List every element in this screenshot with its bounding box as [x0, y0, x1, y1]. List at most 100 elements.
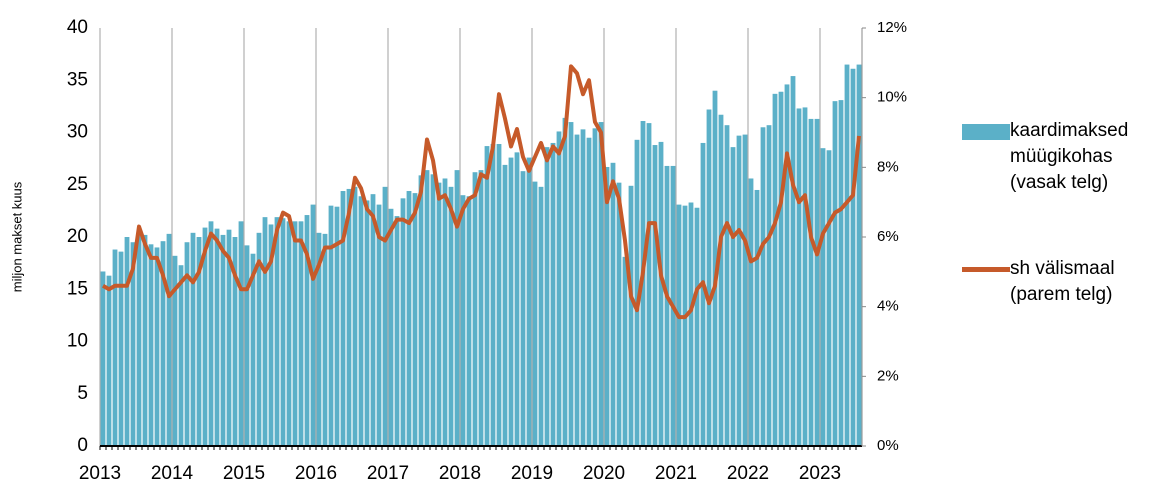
bar	[220, 234, 226, 446]
bar	[118, 251, 124, 446]
bar	[832, 101, 838, 447]
bar	[802, 107, 808, 447]
y2-tick-label: 12%	[877, 19, 907, 36]
bar	[742, 134, 748, 446]
y2-tick-label: 6%	[877, 228, 899, 245]
bar	[406, 191, 412, 446]
bar	[160, 241, 166, 446]
y2-tick-label: 4%	[877, 298, 899, 315]
bar	[856, 64, 862, 446]
bar	[214, 228, 220, 446]
bar	[544, 147, 550, 446]
bar	[376, 204, 382, 446]
bar	[322, 233, 328, 446]
bar	[778, 91, 784, 447]
bar	[388, 208, 394, 446]
bar	[766, 125, 772, 446]
bar	[226, 229, 232, 446]
bar	[316, 232, 322, 446]
bar	[616, 182, 622, 446]
legend-item: kaardimaksed müügikohas (vasak telg)	[962, 118, 1145, 196]
bar	[340, 191, 346, 446]
bar	[196, 237, 202, 446]
bar	[286, 221, 292, 446]
bar	[784, 84, 790, 447]
bar	[556, 131, 562, 446]
bar	[688, 202, 694, 446]
bar	[382, 186, 388, 446]
bar	[448, 186, 454, 446]
bar	[130, 242, 136, 446]
legend-label: kaardimaksed müügikohas (vasak telg)	[1010, 120, 1129, 193]
bar	[562, 117, 568, 447]
bar	[304, 215, 310, 446]
bar	[232, 237, 238, 446]
bar	[256, 232, 262, 446]
bar	[550, 142, 556, 446]
bar	[280, 218, 286, 446]
bar	[190, 232, 196, 446]
bar	[658, 141, 664, 446]
bar	[184, 242, 190, 446]
y-tick-label: 40	[67, 17, 88, 38]
bar	[490, 143, 496, 446]
y-tick-label: 25	[67, 174, 88, 195]
bar	[442, 178, 448, 447]
bar	[334, 206, 340, 446]
y-tick-label: 30	[67, 122, 88, 143]
bar	[706, 109, 712, 446]
bar	[424, 170, 430, 446]
x-tick-label: 2018	[439, 463, 481, 484]
line	[101, 64, 861, 320]
bar	[262, 217, 268, 446]
bar	[676, 204, 682, 446]
y-tick-label: 35	[67, 69, 88, 90]
y2-tick-label: 10%	[877, 89, 907, 106]
x-tick-label: 2016	[295, 463, 337, 484]
bar	[274, 217, 280, 446]
bar	[310, 204, 316, 446]
x-tick-label: 2015	[223, 463, 265, 484]
bar	[610, 162, 616, 446]
bar	[628, 185, 634, 447]
bar	[748, 178, 754, 447]
bar	[496, 143, 502, 446]
bar	[394, 216, 400, 446]
bar	[598, 122, 604, 447]
bar	[508, 157, 514, 446]
bar	[466, 196, 472, 446]
bar	[754, 189, 760, 446]
x-tick-label: 2023	[799, 463, 841, 484]
bar	[826, 150, 832, 446]
bar	[418, 175, 424, 446]
bar	[622, 256, 628, 446]
legend-label: sh välismaal (parem telg)	[1010, 258, 1115, 305]
bar	[460, 195, 466, 446]
bar	[172, 255, 178, 446]
y2-tick-label: 0%	[877, 437, 899, 454]
bar	[454, 170, 460, 446]
bar	[850, 68, 856, 446]
bar	[268, 224, 274, 446]
x-tick-label: 2020	[583, 463, 625, 484]
bar	[592, 128, 598, 446]
bar	[526, 157, 532, 446]
bar	[346, 188, 352, 446]
bar	[520, 171, 526, 447]
bar	[250, 253, 256, 446]
bar	[364, 200, 370, 446]
bar	[838, 100, 844, 446]
bar	[112, 249, 118, 446]
bar	[652, 145, 658, 447]
bar	[718, 114, 724, 447]
bar	[730, 147, 736, 446]
bar	[814, 118, 820, 446]
bar	[646, 123, 652, 446]
x-tick-label: 2019	[511, 463, 553, 484]
legend-swatch	[962, 267, 1010, 272]
bar	[760, 127, 766, 447]
bar	[124, 237, 130, 446]
bar	[412, 193, 418, 446]
